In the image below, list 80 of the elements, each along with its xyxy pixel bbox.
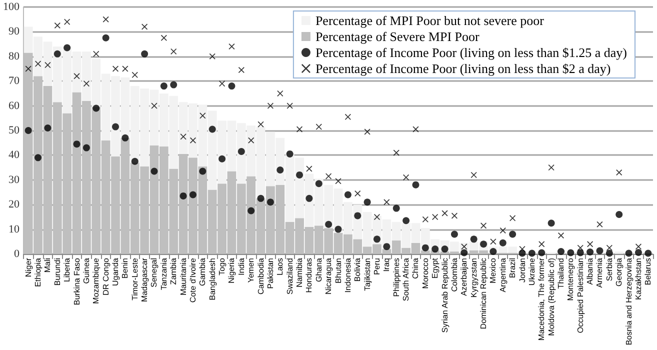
y-tick-label: 0 [14,248,20,260]
x-tick-label: Jordan [518,258,527,282]
x-tick-label: Senegal [150,258,159,288]
y-tick-label: 70 [8,75,20,88]
x-tick-label: Serbia [604,257,614,282]
x-tick-label: Syrian Arab Republic [440,258,450,333]
x-tick-label: Togo [218,257,227,276]
y-tick-label: 80 [8,50,20,62]
x-tick-label: Burkina Faso [72,257,82,306]
x-tick-label: DR Congo [101,257,110,296]
x-tick-label: Albania [586,257,595,285]
x-tick-label: South Africa [402,257,411,302]
x-tick-label: Tajikistan [362,258,372,291]
x-tick-label: Cote d'Ivoire [188,257,198,303]
x-tick-label: Bosnia and Herzegovina [624,257,634,346]
x-tick-label: Ukraine [527,257,536,286]
x-tick-label: Morocco [420,257,430,289]
x-tick-label: Guinea [82,257,91,284]
x-tick-label: Nicaragua [324,257,334,294]
x-tick-label: Argentina [498,257,508,292]
x-tick-label: Iraq [382,258,392,272]
x-tick-label: Montenegro [566,257,576,301]
x-tick-label: Moldova (Republic of) [546,258,556,336]
x-tick-label: Cambodia [256,257,266,294]
x-tick-label: Occupied Palestinian [576,258,585,334]
x-tick-label: Uganda [111,257,120,286]
y-tick-label: 40 [8,149,20,162]
x-tick-label: Bolivia [353,257,362,282]
x-tick-label: Egypt [430,257,440,278]
x-tick-label: Yemen [246,258,256,283]
x-tick-label: India [236,257,246,276]
x-tick-label: Azerbaijan [460,258,469,296]
x-tick-label: Honduras [304,258,314,293]
x-tick-label: Colombia [450,257,459,292]
x-tick-label: Philippines [392,258,401,297]
y-tick-label: 100 [3,1,20,13]
legend-label: Percentage of Income Poor (living on less than $2 a day) [315,61,611,76]
x-tick-label: Zambia [169,257,178,285]
x-tick-label: Kyrgyzstan [469,258,478,298]
y-tick-label: 30 [8,174,20,186]
x-tick-label: Liberia [62,257,72,282]
y-tick-label: 60 [8,100,20,112]
x-tick-label: Kazakhstan [634,258,643,300]
x-tick-label: Swaziland [285,258,294,294]
x-tick-label: Macedonia, The former [537,258,546,341]
legend-label: Percentage of Severe MPI Poor [315,29,480,44]
x-tick-label: Benin [120,258,130,278]
x-tick-label: Ethiopia [34,257,43,287]
x-tick-label: Mexico [488,257,498,284]
x-tick-label: Tanzania [159,257,168,290]
x-tick-label: Timor-Leste [130,257,140,300]
legend-label: Percentage of Income Poor (living on less than $1.25 a day) [315,45,628,60]
y-tick-label: 50 [8,124,20,136]
x-tick-label: Dominican Republic [479,258,488,330]
y-tick-label: 20 [8,198,20,211]
x-tick-label: Mali [43,258,52,273]
y-tick-label: 90 [8,26,20,38]
x-tick-label: Belarus [644,258,653,286]
x-tick-label: Peru [372,258,382,275]
x-tick-label: Armenia [595,257,604,288]
x-tick-label: Indonesia [343,257,352,293]
x-tick-label: Namibia [295,257,304,288]
x-tick-label: Nigeria [227,257,236,284]
x-tick-label: Mauritania [178,257,188,296]
x-tick-label: Thailand [556,258,566,289]
x-tick-label: Bhutan [334,258,343,284]
x-tick-label: Gambia [198,257,208,286]
x-tick-label: Laos [276,258,285,276]
x-tick-label: China [411,257,420,279]
x-tick-label: Bangladesh [208,258,217,300]
legend-label: Percentage of MPI Poor but not severe poor [315,13,545,28]
x-tick-label: Niger [24,258,33,278]
x-tick-label: Ghana [314,257,324,282]
y-tick-label: 10 [8,223,20,236]
x-tick-label: Pakistan [266,258,275,289]
x-tick-label: Brazil [508,258,518,278]
x-tick-label: Burundi [52,258,62,286]
x-tick-label: Mozambique [92,257,101,304]
x-tick-label: Madagascar [140,258,150,302]
x-tick-label: Georgia [614,257,624,286]
